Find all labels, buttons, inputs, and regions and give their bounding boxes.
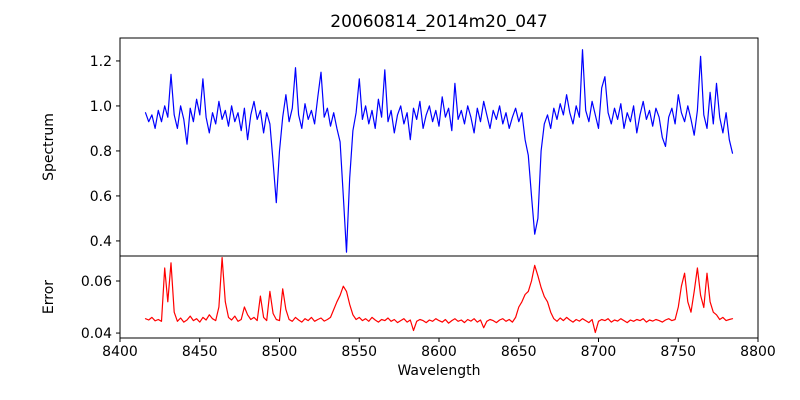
plot-title: 20060814_2014m20_047 [330,12,548,32]
spectrum-y-tick-label: 0.6 [90,189,112,205]
spectrum-y-tick-label: 1.0 [90,99,112,115]
x-tick-label: 8500 [262,344,298,360]
x-tick-label: 8400 [102,344,138,360]
x-tick-label: 8550 [341,344,377,360]
spectrum-y-tick-label: 0.4 [90,234,112,250]
x-tick-label: 8750 [660,344,696,360]
x-tick-label: 8800 [740,344,776,360]
error-panel-frame [119,255,759,339]
spectrum-y-tick-label: 1.2 [90,54,112,70]
error-data-line [144,257,734,334]
spectrum-y-tick-label: 0.8 [90,144,112,160]
x-tick-label: 8700 [581,344,617,360]
spectrum-data-line [144,49,734,253]
x-tick-label: 8650 [501,344,537,360]
error-y-tick-label: 0.06 [81,274,112,290]
spectrum-panel-frame [119,37,759,257]
error-y-tick-label: 0.04 [81,326,112,342]
x-axis-label: Wavelength [397,363,481,379]
x-tick-label: 8450 [182,344,218,360]
x-tick-label: 8600 [421,344,457,360]
